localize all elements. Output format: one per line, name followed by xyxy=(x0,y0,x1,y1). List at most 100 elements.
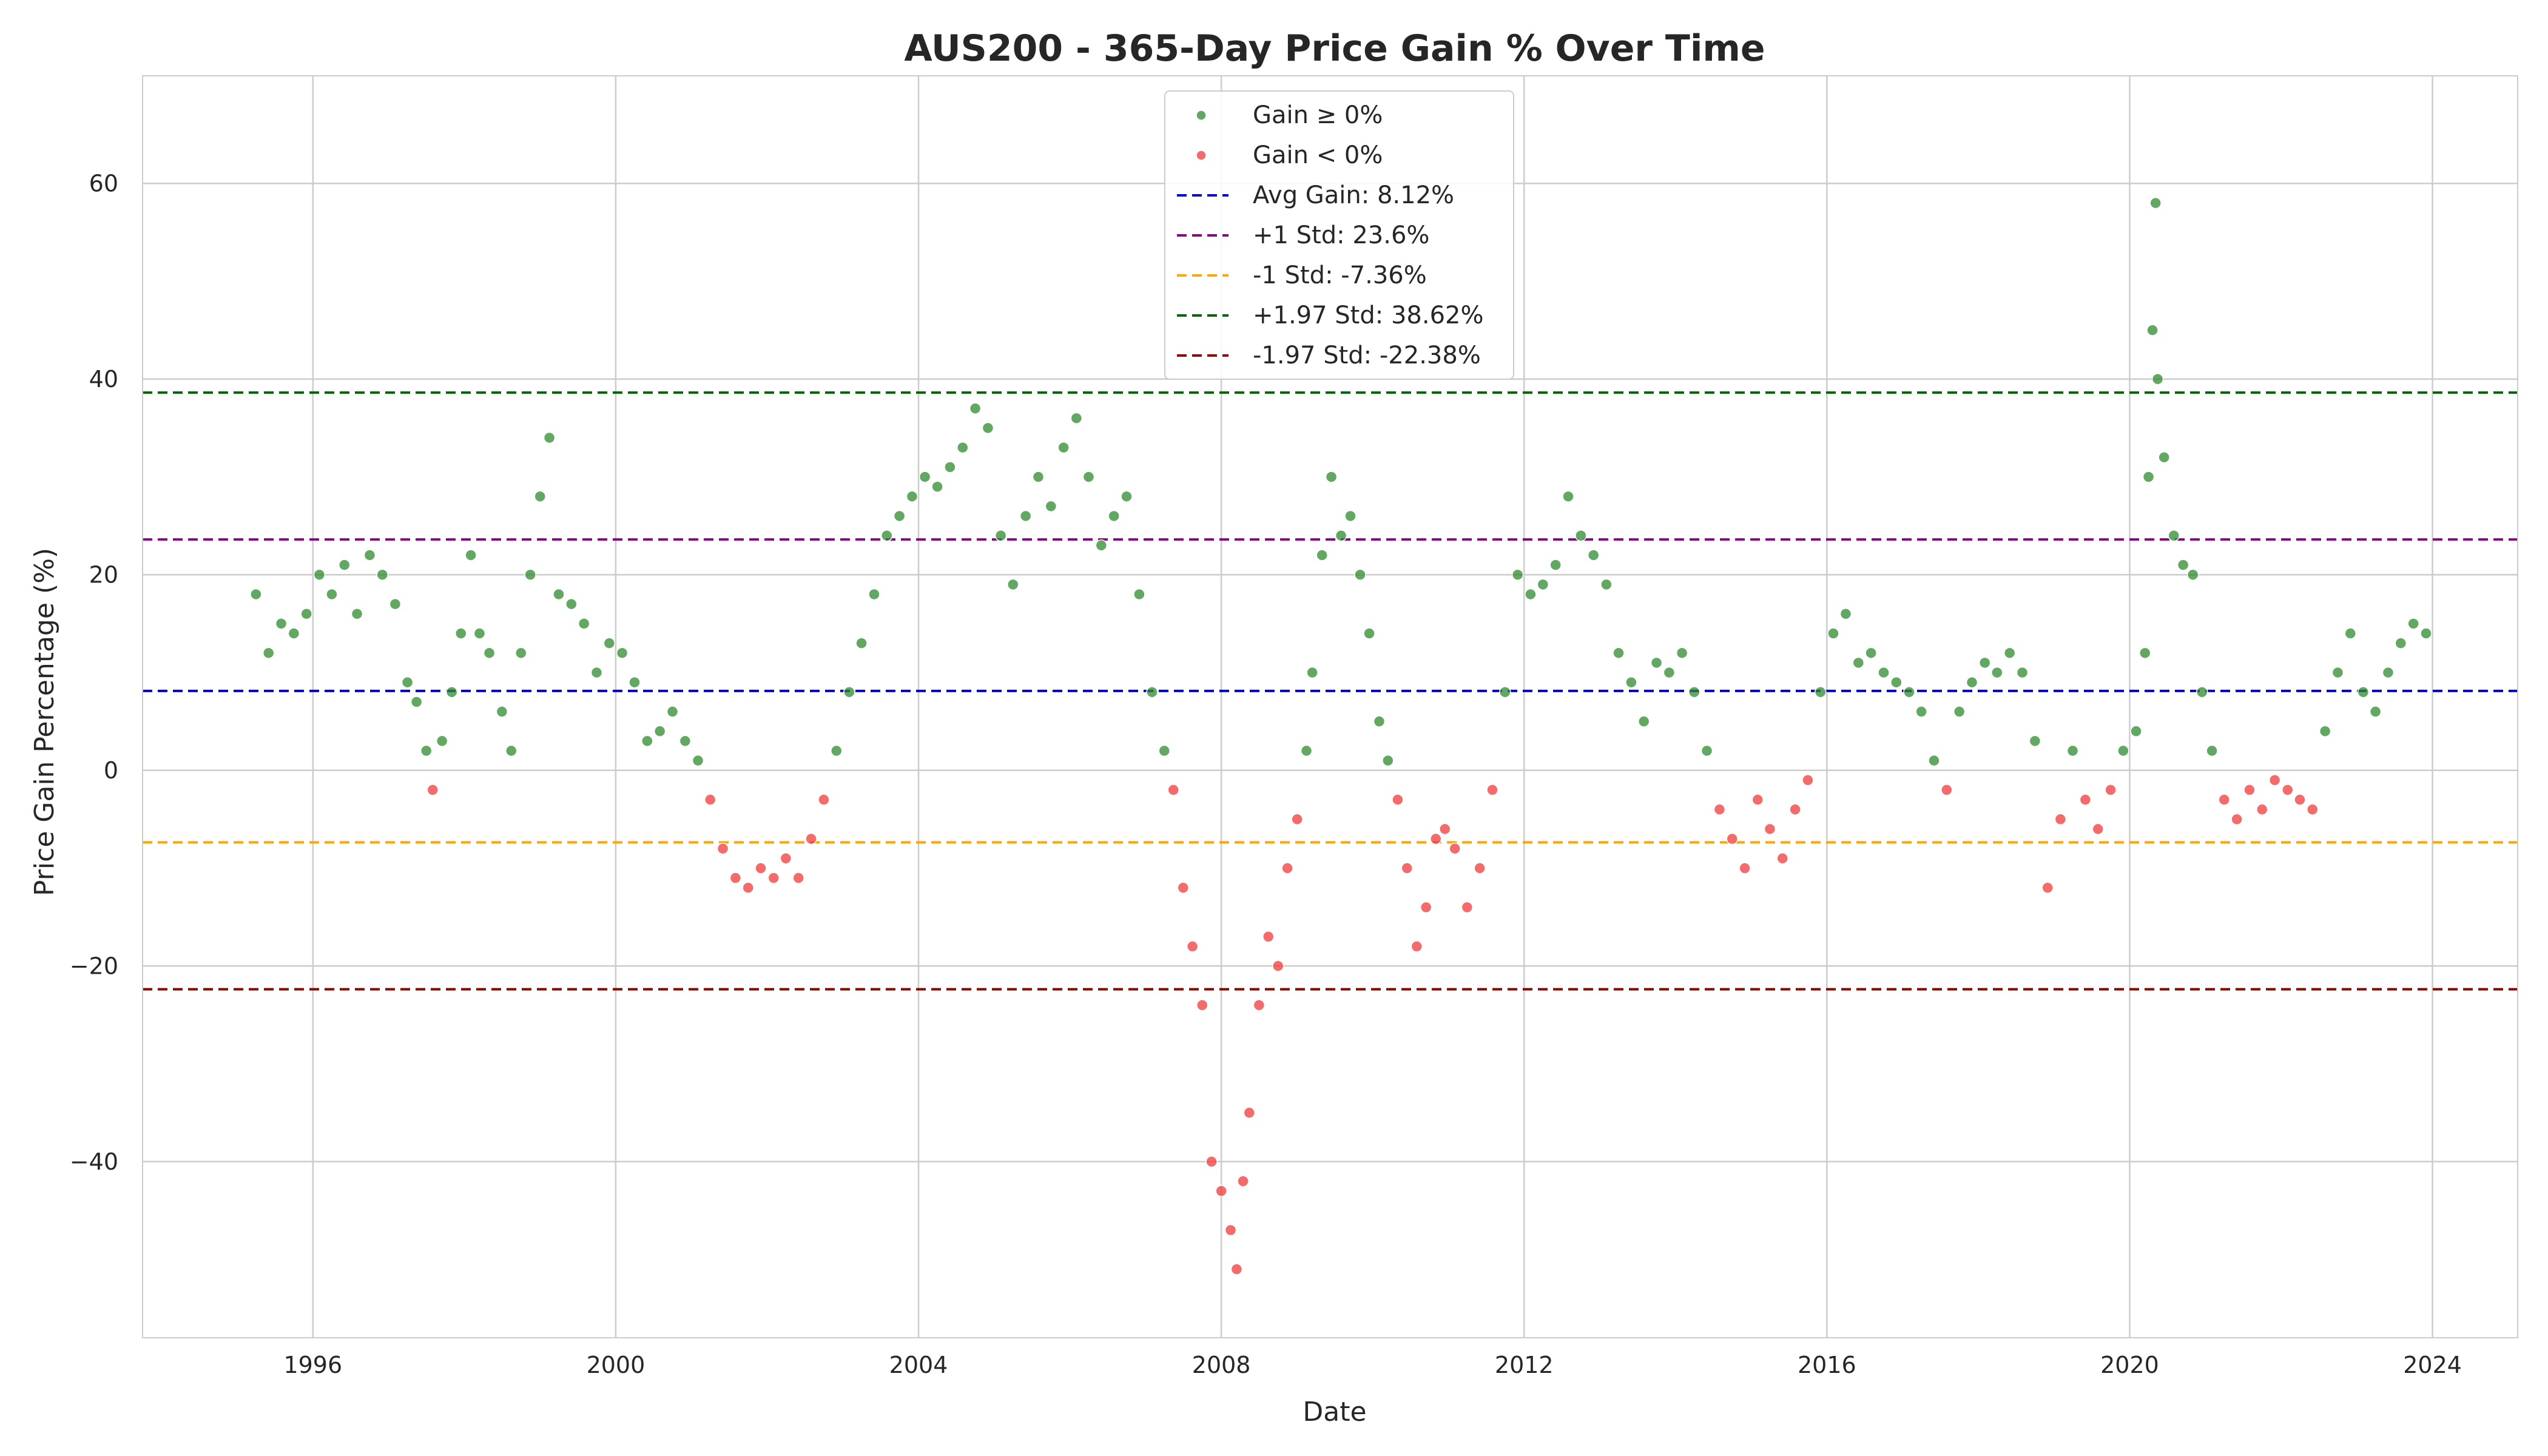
point-gain-positive xyxy=(666,706,679,718)
y-tick-label: 0 xyxy=(104,757,118,784)
point-gain-positive xyxy=(2149,197,2162,209)
point-gain-positive xyxy=(843,686,855,698)
point-gain-positive xyxy=(944,461,956,473)
y-tick-label: −40 xyxy=(70,1148,118,1175)
point-gain-positive xyxy=(2066,744,2079,757)
point-gain-positive xyxy=(1537,578,1549,591)
point-gain-negative xyxy=(704,794,716,806)
point-gain-negative xyxy=(1474,862,1486,874)
y-tick-label: −20 xyxy=(70,952,118,979)
point-gain-positive xyxy=(505,744,517,757)
point-gain-positive xyxy=(1108,510,1120,522)
point-gain-positive xyxy=(2369,706,2382,718)
tick-labels: 1996 2000 2004 2008 2012 2016 2020 2024 −40 −20 0 2… xyxy=(70,170,2462,1378)
legend-label: Gain ≥ 0% xyxy=(1253,101,1383,129)
point-gain-negative xyxy=(805,832,817,845)
point-gain-positive xyxy=(420,744,433,757)
point-gain-positive xyxy=(641,735,653,747)
point-gain-positive xyxy=(1827,627,1839,639)
point-gain-negative xyxy=(1449,843,1461,855)
point-gain-negative xyxy=(1726,832,1738,845)
point-gain-positive xyxy=(1890,676,1903,689)
point-gain-positive xyxy=(1878,666,1890,679)
point-gain-positive xyxy=(994,530,1007,542)
point-gain-negative xyxy=(1272,960,1284,972)
point-gain-negative xyxy=(767,872,780,884)
point-gain-positive xyxy=(679,735,692,747)
point-gain-negative xyxy=(1230,1263,1243,1275)
point-gain-negative xyxy=(1401,862,1413,874)
point-gain-positive xyxy=(1600,578,1613,591)
point-gain-positive xyxy=(389,598,402,610)
point-gain-positive xyxy=(2130,725,2142,738)
data-points xyxy=(250,197,2432,1275)
point-gain-negative xyxy=(2294,794,2306,806)
point-gain-negative xyxy=(2243,784,2256,796)
point-gain-positive xyxy=(250,588,262,601)
legend-label: Gain < 0% xyxy=(1253,141,1383,169)
point-gain-positive xyxy=(2016,666,2029,679)
point-gain-negative xyxy=(1237,1175,1249,1187)
point-gain-positive xyxy=(496,706,508,718)
point-gain-positive xyxy=(629,676,641,689)
point-gain-positive xyxy=(553,588,565,601)
point-gain-negative xyxy=(1262,931,1275,943)
point-gain-positive xyxy=(1688,686,1700,698)
x-tick-label: 2004 xyxy=(889,1352,948,1378)
x-tick-label: 2012 xyxy=(1495,1352,1554,1378)
point-gain-positive xyxy=(2151,373,2164,385)
point-gain-positive xyxy=(1158,744,1170,757)
chart-title: AUS200 - 365-Day Price Gain % Over Time xyxy=(904,27,1765,70)
point-gain-positive xyxy=(578,618,590,630)
point-gain-negative xyxy=(818,794,830,806)
point-gain-positive xyxy=(1839,608,1852,620)
point-gain-negative xyxy=(1802,774,1814,786)
point-gain-negative xyxy=(1291,813,1303,826)
point-gain-positive xyxy=(855,637,868,649)
point-gain-negative xyxy=(1713,803,1726,816)
point-gain-positive xyxy=(363,549,376,561)
point-gain-negative xyxy=(1461,901,1474,914)
point-gain-positive xyxy=(2146,324,2159,336)
point-gain-negative xyxy=(1789,803,1801,816)
point-gain-positive xyxy=(957,441,969,454)
point-gain-positive xyxy=(534,490,546,503)
legend-marker xyxy=(1196,150,1207,161)
point-gain-positive xyxy=(543,431,556,444)
legend-label: -1 Std: -7.36% xyxy=(1253,261,1427,289)
point-gain-positive xyxy=(1700,744,1713,757)
point-gain-positive xyxy=(401,676,414,689)
point-gain-positive xyxy=(515,647,527,659)
point-gain-positive xyxy=(868,588,880,601)
point-gain-positive xyxy=(1373,715,1386,727)
point-gain-positive xyxy=(2395,637,2407,649)
point-gain-positive xyxy=(275,618,288,630)
legend-label: +1 Std: 23.6% xyxy=(1253,221,1429,249)
x-tick-label: 2020 xyxy=(2100,1352,2159,1378)
point-gain-positive xyxy=(2117,744,2129,757)
point-gain-positive xyxy=(2382,666,2395,679)
point-gain-positive xyxy=(1354,568,1366,581)
point-gain-positive xyxy=(1146,686,1158,698)
legend-box xyxy=(1164,90,1514,380)
point-gain-positive xyxy=(1306,666,1318,679)
point-gain-positive xyxy=(338,559,351,571)
point-gain-negative xyxy=(729,872,742,884)
point-gain-negative xyxy=(2079,794,2092,806)
x-tick-label: 2016 xyxy=(1798,1352,1856,1378)
plot-frame xyxy=(142,75,2518,1338)
y-tick-label: 20 xyxy=(89,561,118,588)
point-gain-negative xyxy=(1410,940,1423,952)
point-gain-positive xyxy=(351,608,363,620)
point-gain-negative xyxy=(2092,823,2104,835)
legend: Gain ≥ 0% Gain < 0% Avg Gain: 8.12% +1 Std:… xyxy=(1164,90,1514,380)
point-gain-positive xyxy=(300,608,312,620)
x-axis-title: Date xyxy=(1303,1397,1366,1427)
point-gain-positive xyxy=(692,754,704,767)
point-gain-positive xyxy=(1676,647,1688,659)
point-gain-negative xyxy=(1167,784,1179,796)
point-gain-positive xyxy=(2142,471,2155,483)
point-gain-positive xyxy=(326,588,338,601)
